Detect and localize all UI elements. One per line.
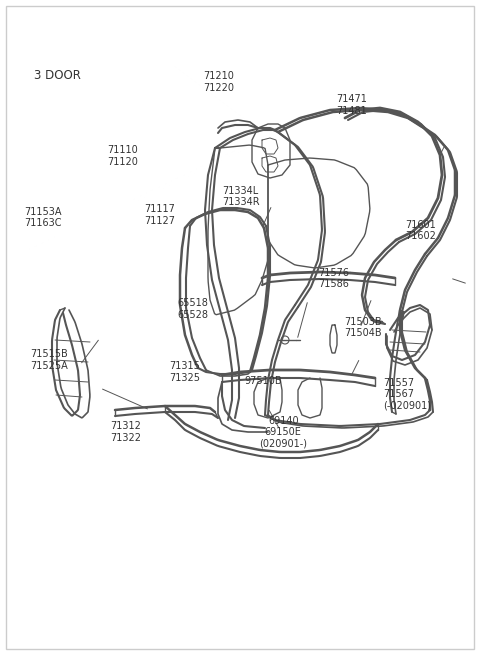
Text: 71471
71481: 71471 71481 bbox=[336, 94, 367, 115]
Text: 69140
69150E
(020901-): 69140 69150E (020901-) bbox=[259, 416, 307, 449]
Text: 71315
71325: 71315 71325 bbox=[169, 362, 200, 383]
Text: 71515B
71525A: 71515B 71525A bbox=[30, 350, 68, 371]
Text: 71503B
71504B: 71503B 71504B bbox=[345, 317, 382, 338]
Text: 71334L
71334R: 71334L 71334R bbox=[222, 186, 259, 207]
Text: 71312
71322: 71312 71322 bbox=[110, 422, 141, 443]
Text: 71210
71220: 71210 71220 bbox=[203, 71, 234, 92]
Text: 71601
71602: 71601 71602 bbox=[406, 220, 436, 241]
Text: 3 DOOR: 3 DOOR bbox=[34, 69, 81, 82]
Text: 71557
71567
(-020901): 71557 71567 (-020901) bbox=[383, 378, 431, 411]
Text: 71110
71120: 71110 71120 bbox=[107, 145, 138, 166]
Text: 97510B: 97510B bbox=[244, 376, 282, 386]
Text: 71117
71127: 71117 71127 bbox=[144, 204, 175, 225]
Text: 65518
65528: 65518 65528 bbox=[178, 299, 209, 320]
Text: 71576
71586: 71576 71586 bbox=[318, 268, 349, 289]
Text: 71153A
71163C: 71153A 71163C bbox=[24, 207, 61, 228]
